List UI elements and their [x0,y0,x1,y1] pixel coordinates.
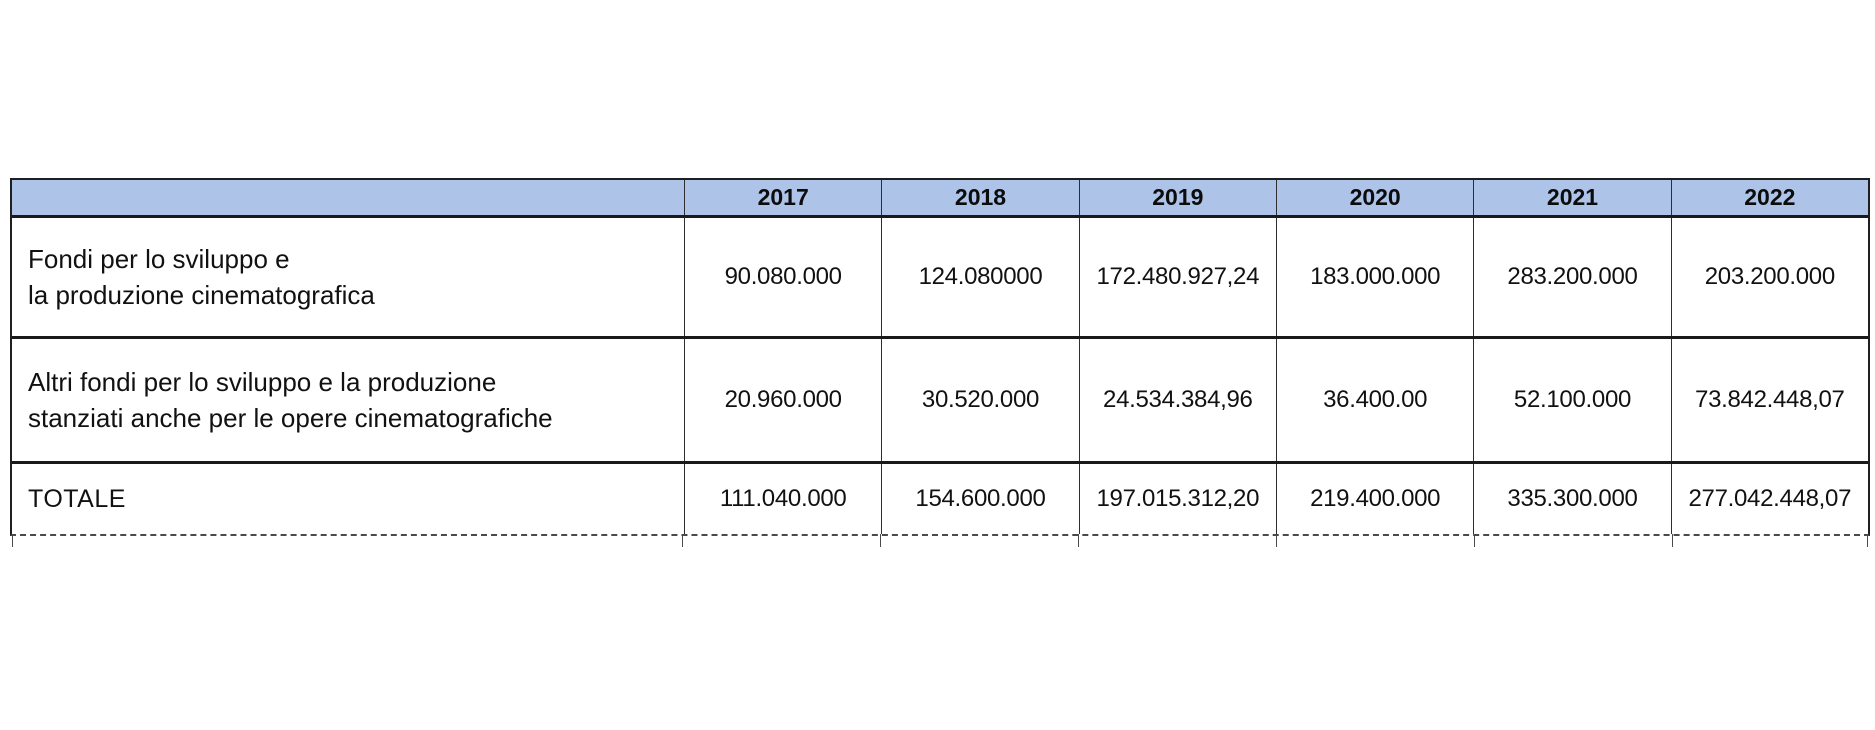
value-cell-2020: 36.400.00 [1275,339,1473,461]
header-year-2018: 2018 [881,180,1079,215]
column-line-stub [1867,534,1868,547]
value-cell-2022: 73.842.448,07 [1670,339,1868,461]
value-cell-2017: 20.960.000 [684,339,881,461]
value-cell-2021: 283.200.000 [1473,218,1670,336]
total-cell-2022: 277.042.448,07 [1670,464,1868,534]
row-label: Fondi per lo sviluppo e la produzione ci… [28,243,375,310]
value-cell-2021: 52.100.000 [1473,339,1670,461]
column-line-stub [880,534,881,547]
total-cell-2018: 154.600.000 [881,464,1078,534]
header-year-2022: 2022 [1670,180,1868,215]
value-cell-2019: 172.480.927,24 [1078,218,1276,336]
header-year-2019: 2019 [1078,180,1276,215]
value-cell-2020: 183.000.000 [1275,218,1473,336]
column-line-stub [1474,534,1475,547]
header-year-2020: 2020 [1275,180,1474,215]
column-line-stub [1276,534,1277,547]
column-line-stub [1078,534,1079,547]
row-label: Altri fondi per lo sviluppo e la produzi… [28,366,553,433]
header-year-2021: 2021 [1473,180,1671,215]
table-row-altri-fondi: Altri fondi per lo sviluppo e la produzi… [12,336,1868,461]
value-cell-2022: 203.200.000 [1670,218,1868,336]
column-line-stub [12,534,13,547]
value-cell-2019: 24.534.384,96 [1078,339,1276,461]
total-cell-2017: 111.040.000 [684,464,881,534]
row-label-totale: TOTALE [28,484,126,513]
table-row-totale: TOTALE 111.040.000 154.600.000 197.015.3… [12,461,1868,534]
table-row-fondi-sviluppo: Fondi per lo sviluppo e la produzione ci… [12,215,1868,336]
total-cell-2019: 197.015.312,20 [1078,464,1276,534]
value-cell-2018: 30.520.000 [881,339,1078,461]
value-cell-2017: 90.080.000 [684,218,881,336]
value-cell-2018: 124.080000 [881,218,1078,336]
total-cell-2020: 219.400.000 [1275,464,1473,534]
column-line-stub [682,534,683,547]
funds-table: 2017 2018 2019 2020 2021 2022 Fondi per … [10,178,1870,547]
header-corner-cell [12,180,684,215]
total-cell-2021: 335.300.000 [1473,464,1670,534]
table-header-row: 2017 2018 2019 2020 2021 2022 [12,180,1868,215]
header-year-2017: 2017 [684,180,882,215]
column-line-stub [1672,534,1673,547]
